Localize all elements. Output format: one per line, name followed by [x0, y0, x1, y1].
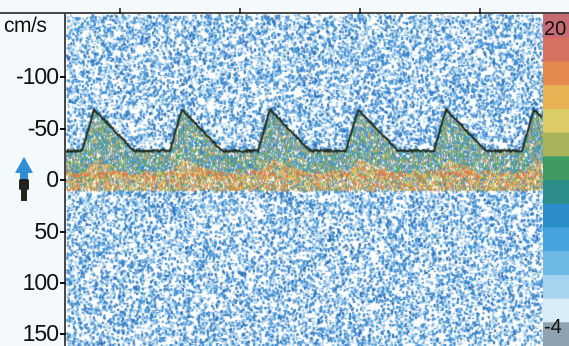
tick-label-0: 0 — [46, 166, 59, 192]
color-scale-swatch — [543, 274, 569, 300]
top-time-ruler — [0, 0, 569, 14]
tick-label-100: 100 — [22, 269, 59, 295]
color-scale-swatch — [543, 322, 569, 346]
flow-direction-arrow-icon — [15, 157, 33, 180]
color-scale-swatch — [543, 108, 569, 134]
tick-label-50: 50 — [34, 218, 59, 244]
color-scale-swatch — [543, 14, 569, 39]
color-scale-swatch — [543, 61, 569, 86]
color-scale-swatch — [543, 251, 569, 276]
axis-unit-label: cm/s — [4, 14, 47, 37]
color-scale-swatch — [543, 156, 569, 181]
color-scale-swatch — [543, 298, 569, 323]
color-scale-swatch — [543, 203, 569, 228]
axis-ticks — [15, 14, 66, 346]
tick-label-minus100: -100 — [15, 63, 59, 89]
color-scale-bottom-label: -4 — [544, 316, 562, 338]
tick-label-150: 150 — [22, 320, 59, 346]
velocity-axis: cm/s -100 -50 0 50 100 150 — [0, 0, 66, 346]
color-scale-bar — [543, 14, 569, 346]
color-scale-swatch — [543, 85, 569, 110]
color-scale-swatch — [543, 227, 569, 252]
doppler-spectrum — [66, 14, 543, 346]
color-scale-swatch — [543, 180, 569, 205]
color-scale-swatch — [543, 37, 569, 62]
transducer-probe-icon — [19, 179, 29, 201]
color-scale-swatch — [543, 132, 569, 157]
tick-label-minus50: -50 — [27, 115, 59, 141]
color-scale-top-label: 20 — [544, 18, 567, 40]
